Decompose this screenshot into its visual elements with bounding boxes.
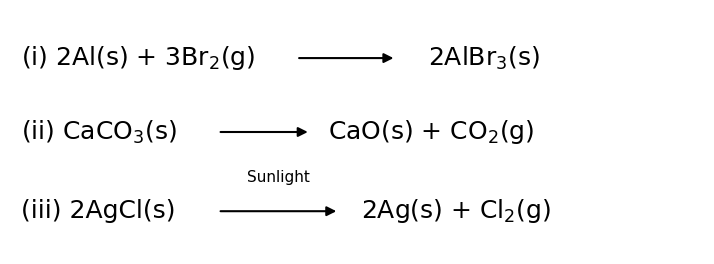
Text: Sunlight: Sunlight	[247, 170, 310, 185]
Text: (ii) CaCO$_3$(s): (ii) CaCO$_3$(s)	[21, 118, 177, 146]
Text: 2Ag(s) + Cl$_2$(g): 2Ag(s) + Cl$_2$(g)	[361, 197, 550, 225]
Text: (iii) 2AgCl(s): (iii) 2AgCl(s)	[21, 199, 176, 223]
Text: CaO(s) + CO$_2$(g): CaO(s) + CO$_2$(g)	[328, 118, 535, 146]
Text: 2AlBr$_3$(s): 2AlBr$_3$(s)	[428, 44, 540, 72]
Text: (i) 2Al(s) + 3Br$_2$(g): (i) 2Al(s) + 3Br$_2$(g)	[21, 44, 256, 72]
